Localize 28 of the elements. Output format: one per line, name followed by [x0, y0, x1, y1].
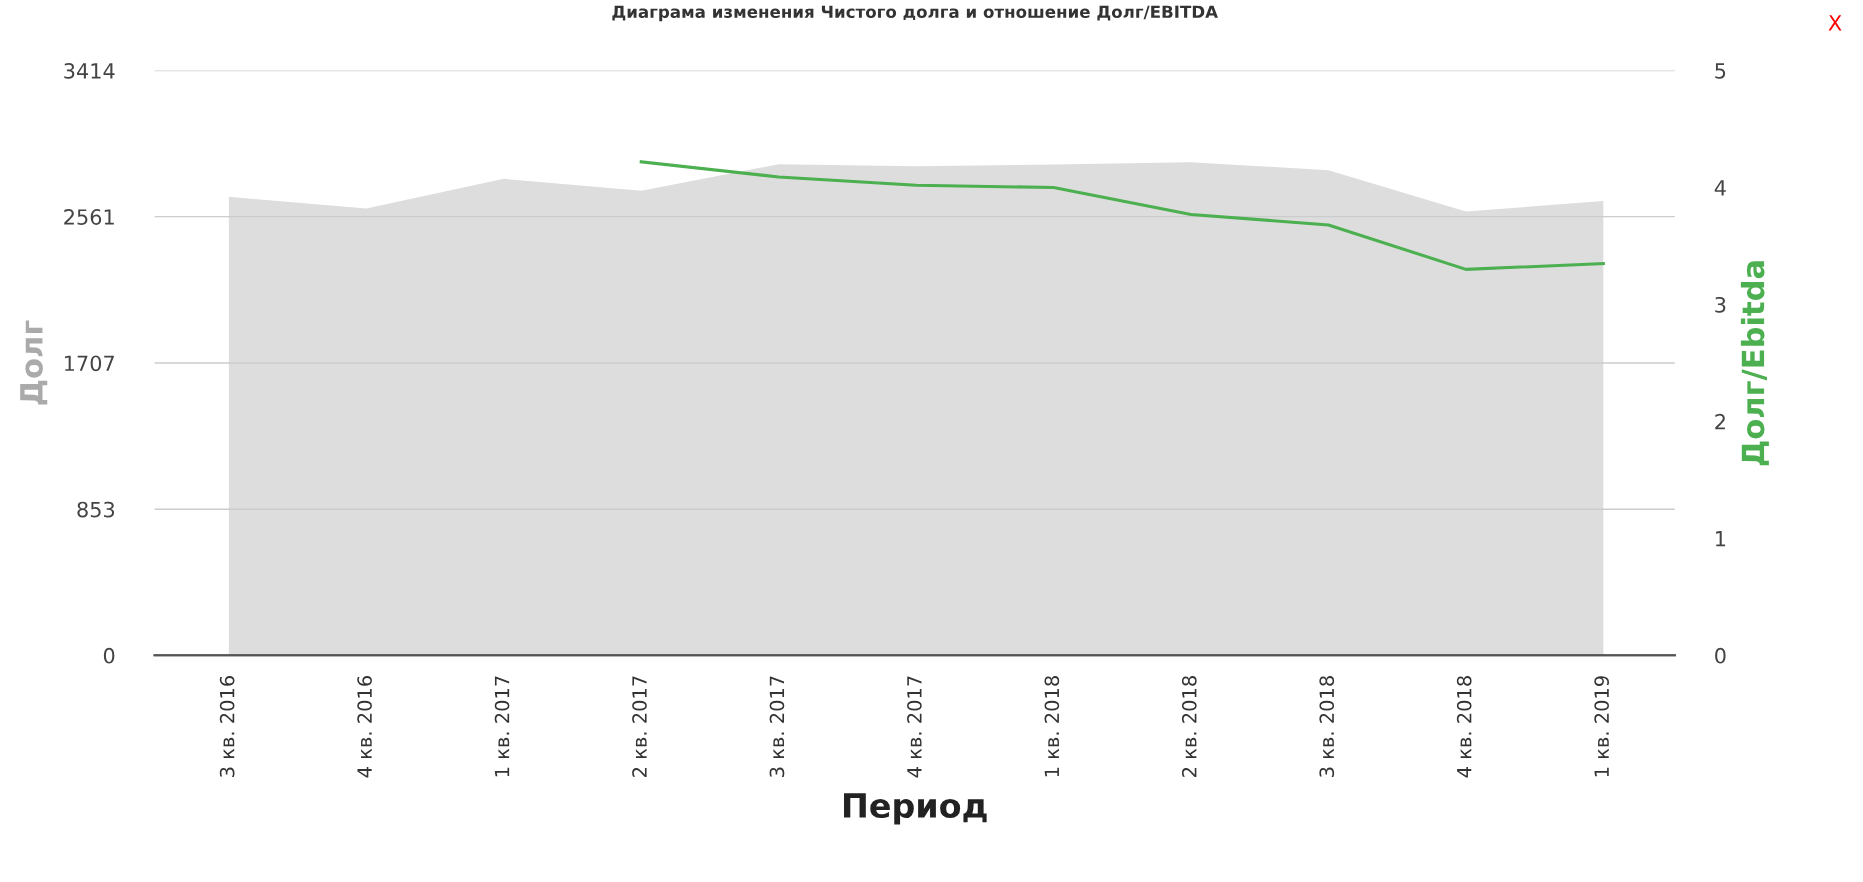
y-tick-label: 853: [77, 501, 115, 518]
x-tick-label: 1 кв. 2018: [1044, 676, 1060, 777]
x-tick-label: 4 кв. 2018: [1456, 676, 1472, 778]
y2-tick-label: 4: [1714, 180, 1726, 196]
x-tick-label: 4 кв. 2016: [357, 675, 372, 778]
y-tick-label: 1707: [65, 355, 114, 372]
y2-tick-label: 0: [1715, 647, 1726, 664]
y2-tick-label: 3: [1715, 296, 1726, 313]
x-tick-label: 1 кв. 2017: [494, 676, 510, 777]
line-series: [639, 160, 1605, 271]
y2-tick-label: 2: [1715, 413, 1725, 430]
x-tick-label: 2 кв. 2018: [1181, 676, 1197, 777]
y2-tick-label: 5: [1715, 63, 1726, 79]
text: X: [1828, 15, 1842, 31]
x-axis-title: Период: [844, 793, 987, 825]
y-tick-label: 2561: [64, 209, 114, 225]
y-axis-title: Долг: [20, 320, 48, 405]
chart-title: Диаграма изменения Чистого долга и отношение Долг/EBITDA: [612, 5, 1218, 22]
y-tick-label: 0: [103, 647, 115, 664]
y-tick-label: 3414: [64, 63, 115, 79]
y2-axis-title: Долг/Ebitda: [1740, 261, 1769, 466]
x-tick-label: 1 кв. 2019: [1594, 676, 1609, 777]
x-tick-label: 3 кв. 2016: [219, 675, 235, 777]
y2-tick-label: 1: [1716, 531, 1726, 547]
x-tick-label: 3 кв. 2017: [769, 676, 785, 777]
x-tick-label: 4 кв. 2017: [907, 676, 922, 778]
x-tick-label: 2 кв. 2017: [632, 676, 647, 777]
x-tick-label: 3 кв. 2018: [1319, 676, 1335, 777]
